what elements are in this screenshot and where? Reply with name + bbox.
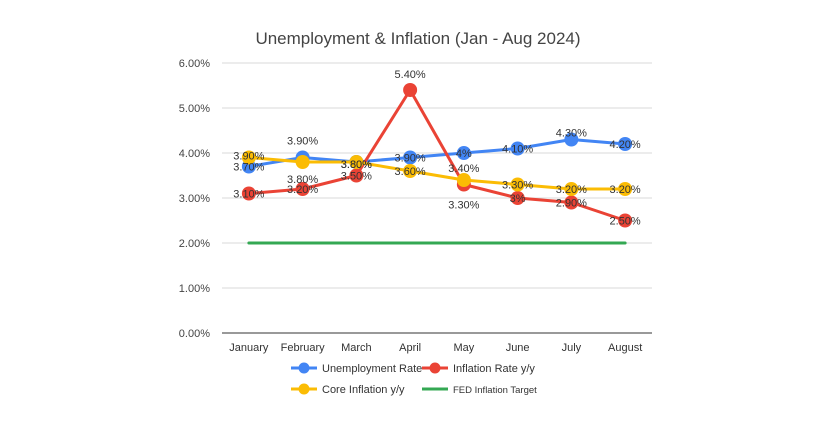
legend-label: Core Inflation y/y [322,384,405,396]
data-label: 4.10% [502,144,533,156]
data-point[interactable] [403,150,418,165]
x-tick-label: January [229,342,269,354]
data-label: 3.50% [341,171,372,183]
data-label: 3.30% [448,200,479,212]
legend-item-inflation-rate-y-y[interactable]: Inflation Rate y/y [422,362,535,376]
x-tick-label: February [281,342,326,354]
legend-item-core-inflation-y-y[interactable]: Core Inflation y/y [291,383,405,397]
data-point[interactable] [510,141,525,156]
data-point[interactable] [510,177,525,192]
data-point[interactable] [564,182,579,196]
y-tick-label: 3.00% [179,193,210,205]
legend-label: Inflation Rate y/y [453,363,535,375]
series-core-inflation-y-y [241,150,633,196]
data-point[interactable] [456,146,471,160]
y-tick-label: 2.00% [179,238,210,250]
data-label: 4% [456,148,472,160]
series-line [247,88,627,222]
data-point[interactable] [241,186,256,201]
x-tick-label: August [608,342,642,354]
data-label: 3.60% [395,166,426,178]
data-label: 2.90% [556,198,587,210]
data-label: 3.20% [556,184,587,196]
data-point[interactable] [403,164,418,178]
data-label: 3.10% [233,189,264,201]
legend-label: Unemployment Rate [322,363,422,375]
data-label: 2.50% [610,216,641,228]
data-label: 3% [510,193,526,205]
data-label: 3.90% [287,136,318,148]
data-label: 3.20% [610,184,641,196]
y-tick-label: 6.00% [179,58,210,70]
x-axis: January February March April May June July Augu… [229,342,642,354]
legend-item-unemployment-rate[interactable]: Unemployment Rate [291,362,422,376]
grid [222,62,652,334]
series [241,83,633,245]
x-tick-label: June [506,342,530,354]
legend-label: FED Inflation Target [453,385,537,396]
series-inflation-rate-y-y [241,83,633,228]
data-point[interactable] [510,191,525,205]
data-label: 4.20% [610,139,641,151]
y-tick-label: 0.00% [179,328,210,340]
legend-item-fed-inflation-target[interactable]: FED Inflation Target [422,385,537,396]
series-line [247,156,627,191]
x-tick-label: April [399,342,421,354]
chart-title: Unemployment & Inflation (Jan - Aug 2024… [255,29,580,48]
x-tick-label: July [562,342,582,354]
data-label: 3.80% [341,159,372,171]
data-label: 3.80% [287,174,318,186]
data-point[interactable] [564,195,579,210]
data-labels: 3.70%3.90%3.80%3.90% 4% 4.10%4.30%4.20%3.1… [233,69,641,228]
data-point[interactable] [241,150,256,165]
legend[interactable]: Unemployment Rate Inflation Rate y/y Core … [291,362,537,397]
data-point[interactable] [349,155,364,169]
y-axis: 0.00% 1.00% 2.00% 3.00% 4.00% 5.00% 6.00% [179,58,210,340]
legend-swatch-marker [298,383,310,395]
data-point[interactable] [618,137,633,151]
data-label: 3.30% [502,180,533,192]
data-label: 3.90% [233,151,264,163]
data-point[interactable] [295,155,310,169]
data-label: 3.80% [341,159,372,171]
data-label: 3.90% [395,153,426,165]
data-point[interactable] [618,213,633,228]
data-label: 3.40% [448,163,479,175]
legend-swatch-marker [429,362,441,374]
data-point[interactable] [295,182,310,196]
y-tick-label: 5.00% [179,103,210,115]
y-tick-label: 1.00% [179,283,210,295]
data-point[interactable] [618,182,633,196]
data-point[interactable] [456,173,471,187]
data-label: 4.30% [556,128,587,140]
y-tick-label: 4.00% [179,148,210,160]
series-line [247,138,627,168]
data-point[interactable] [564,132,579,147]
x-tick-label: May [453,342,474,354]
legend-swatch-marker [298,362,310,374]
data-label: 5.40% [395,69,426,81]
x-tick-label: March [341,342,372,354]
data-point[interactable] [403,83,418,97]
data-point[interactable] [349,168,364,183]
data-label: 3.70% [233,162,264,174]
data-label: 3.20% [287,184,318,196]
